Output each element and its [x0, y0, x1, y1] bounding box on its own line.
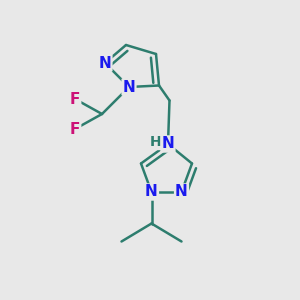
Text: N: N — [175, 184, 188, 200]
Text: F: F — [70, 122, 80, 136]
Text: F: F — [70, 92, 80, 106]
Text: N: N — [162, 136, 174, 152]
Text: N: N — [145, 184, 158, 200]
Text: H: H — [150, 136, 161, 149]
Text: N: N — [123, 80, 135, 94]
Text: N: N — [99, 56, 111, 70]
